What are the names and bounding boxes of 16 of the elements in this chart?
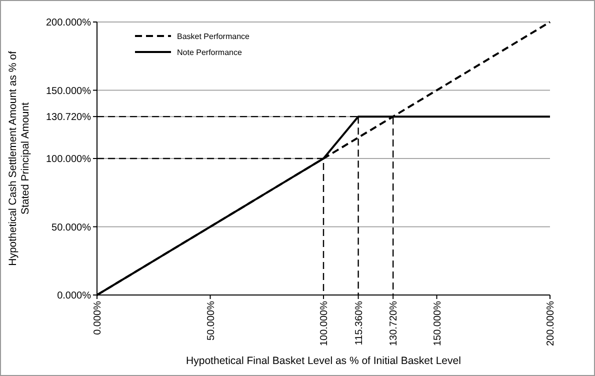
y-axis-title: Hypothetical Cash Settlement Amount as % of Stated Principal Amount [7, 51, 32, 266]
y-tick-label: 0.000% [57, 290, 92, 302]
legend-label: Note Performance [177, 48, 242, 57]
x-tick-label: 100.000% [319, 300, 330, 346]
x-axis-title: Hypothetical Final Basket Level as % of Initial Basket Level [186, 355, 461, 367]
y-tick-label: 130.720% [46, 112, 92, 124]
y-tick-label: 50.000% [52, 222, 92, 234]
x-tick-label: 200.000% [546, 300, 556, 346]
x-tick-label: 150.000% [432, 300, 444, 346]
legend-label: Basket Performance [177, 32, 250, 41]
y-tick-label: 100.000% [46, 154, 92, 165]
x-tick-label: 115.360% [354, 300, 365, 346]
x-tick-label: 50.000% [206, 300, 217, 340]
y-tick-label: 200.000% [46, 18, 92, 28]
y-tick-label: 150.000% [46, 86, 92, 97]
x-tick-label: 130.720% [388, 300, 400, 346]
